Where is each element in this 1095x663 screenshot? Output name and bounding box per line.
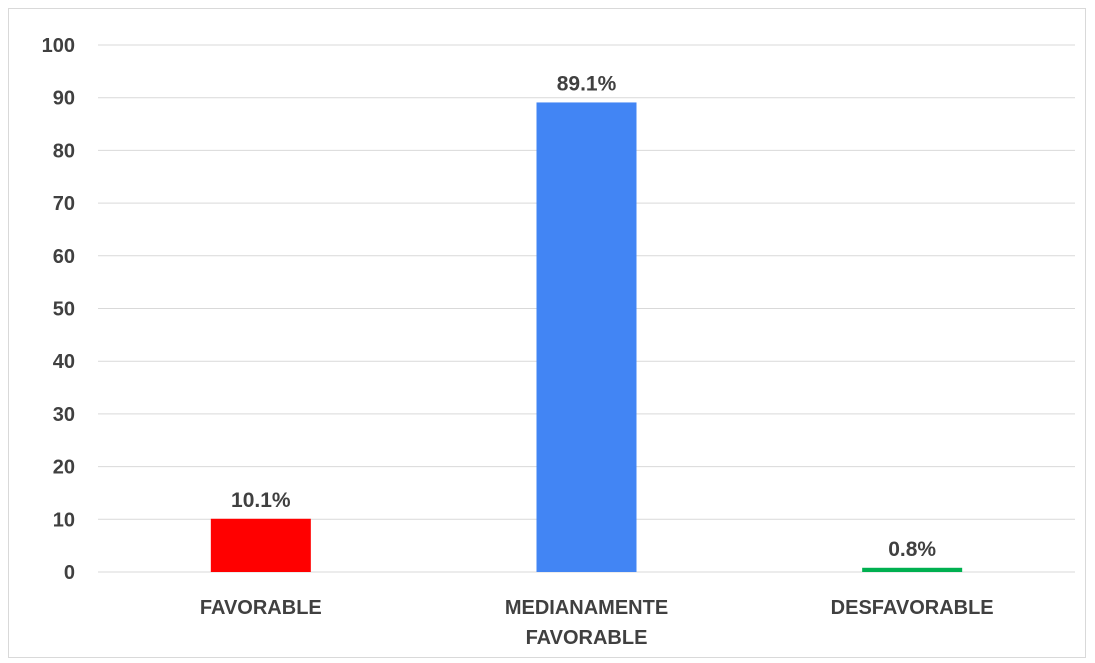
data-label-2: 0.8% — [888, 538, 936, 561]
y-tick-label: 90 — [53, 88, 75, 110]
y-tick-label: 40 — [53, 351, 75, 373]
y-tick-label: 80 — [53, 140, 75, 162]
y-tick-label: 50 — [53, 299, 75, 321]
x-category-line: FAVORABLE — [526, 627, 648, 649]
x-axis: FAVORABLE MEDIANAMENTE FAVORABLE DESFAVORAB… — [200, 597, 994, 649]
bar-1 — [536, 102, 637, 573]
y-tick-label: 20 — [53, 457, 75, 479]
x-category-label-2: DESFAVORABLE — [831, 597, 994, 619]
y-tick-label: 100 — [42, 35, 75, 57]
data-labels: 10.1% 89.1% 0.8% — [231, 72, 936, 560]
y-tick-label: 0 — [64, 562, 75, 584]
bars-layer — [210, 102, 963, 573]
x-category-label-1: MEDIANAMENTE FAVORABLE — [505, 597, 668, 649]
x-category-label-0: FAVORABLE — [200, 597, 322, 619]
y-tick-label: 10 — [53, 509, 75, 531]
x-category-line: DESFAVORABLE — [831, 597, 994, 619]
bar-0 — [210, 518, 311, 572]
data-label-1: 89.1% — [557, 72, 617, 95]
x-category-line: FAVORABLE — [200, 597, 322, 619]
y-axis: 0 10 20 30 40 50 60 70 80 90 100 — [42, 35, 75, 584]
data-label-0: 10.1% — [231, 489, 291, 512]
x-category-line: MEDIANAMENTE — [505, 597, 668, 619]
bar-2 — [862, 567, 963, 572]
y-tick-label: 30 — [53, 404, 75, 426]
y-tick-label: 70 — [53, 193, 75, 215]
y-tick-label: 60 — [53, 246, 75, 268]
